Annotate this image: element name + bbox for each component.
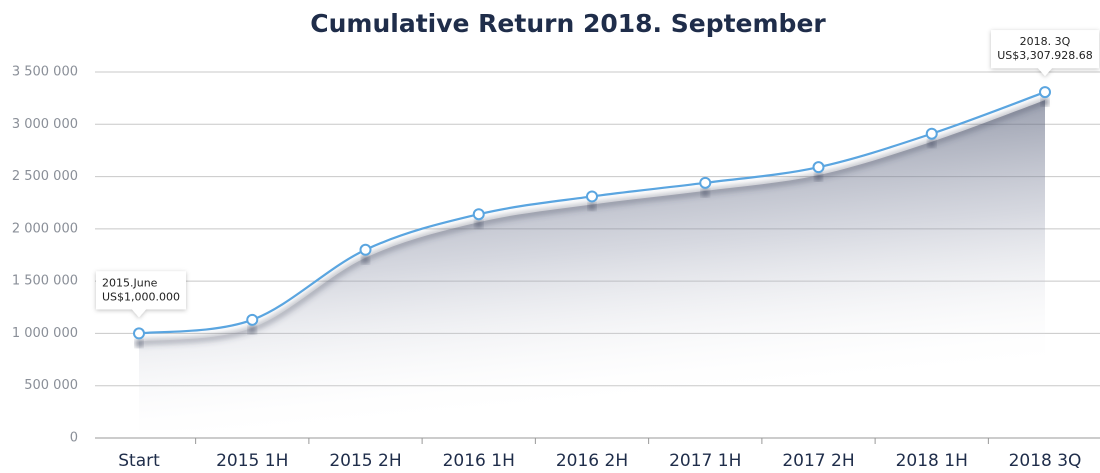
annotation-box [96,271,186,318]
point-shadow [474,220,483,229]
x-tick-label: 2016 2H [556,451,628,471]
x-tick-label: 2015 1H [216,451,288,471]
point-shadow [701,188,710,197]
chart-title: Cumulative Return 2018. September [310,9,826,38]
y-tick-label: 0 [70,431,78,446]
point-shadow [814,173,823,182]
area-fill [139,100,1045,430]
x-tick-label: 2015 2H [329,451,401,471]
x-tick-label: 2018 1H [896,451,968,471]
point-shadow [588,202,596,211]
y-tick-label: 2 000 000 [12,221,78,236]
x-tick-label: 2018 3Q [1009,451,1082,471]
point [699,176,712,189]
point [586,190,598,203]
x-tick-label: 2016 1H [443,451,515,471]
point [472,208,485,221]
point-shadow [361,255,370,264]
annotation-title: 2015.June [102,276,158,289]
point [246,313,259,326]
annotation-label: US$3,307.928.68 [997,49,1093,62]
point [133,327,145,340]
x-tick-label: 2017 2H [782,451,854,471]
annotation-title: 2018. 3Q [1020,35,1071,48]
point [925,127,938,140]
x-tick-label: Start [118,451,160,471]
y-tick-label: 3 500 000 [12,65,78,80]
point-shadow [248,325,257,334]
y-tick-label: 1 500 000 [12,274,78,289]
point-shadow [927,139,936,148]
point [1039,86,1051,99]
annotation-box [991,30,1099,77]
y-tick-label: 500 000 [24,378,78,393]
point-shadow [1041,98,1049,107]
point [359,243,372,256]
point [812,161,825,174]
y-tick-label: 1 000 000 [12,326,78,341]
y-tick-label: 3 000 000 [12,117,78,132]
y-tick-label: 2 500 000 [12,169,78,184]
annotation-label: US$1,000.000 [102,290,180,303]
x-tick-label: 2017 1H [669,451,741,471]
point-shadow [135,339,143,348]
